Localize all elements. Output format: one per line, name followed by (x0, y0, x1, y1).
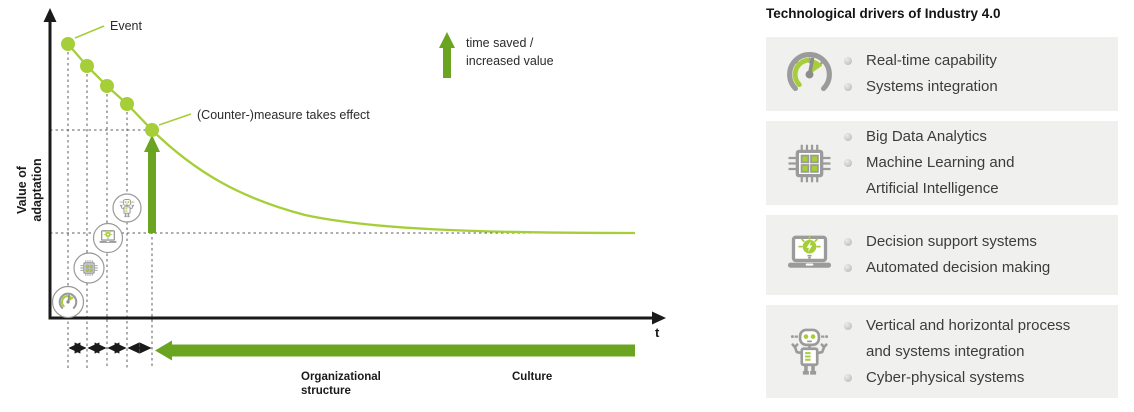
driver-item: Systems integration (844, 74, 998, 100)
legend-label-line2: increased value (466, 54, 554, 68)
driver-item-label: Systems integration (866, 78, 998, 95)
driver-row-integration: Vertical and horizontal process and syst… (766, 305, 1118, 398)
y-axis-arrowhead (43, 8, 57, 22)
timeline-arrow (155, 340, 635, 361)
driver-item: Automated decision making (844, 255, 1050, 281)
measure-label: (Counter-)measure takes effect (197, 108, 370, 122)
driver-item: Vertical and horizontal process and syst… (844, 313, 1070, 365)
laptop-icon (98, 229, 118, 244)
x-axis-arrowhead (652, 311, 666, 325)
legend-arrow-icon (439, 32, 455, 78)
event-dot (80, 59, 94, 73)
driver-item: Real-time capability (844, 48, 998, 74)
driver-row-bigdata: Big Data Analytics Machine Learning and … (766, 121, 1118, 205)
x-axis-label: t (655, 325, 660, 340)
bullet-icon (844, 264, 852, 272)
dashed-guides (50, 52, 635, 368)
y-axis (43, 8, 57, 318)
driver-item-label: Decision support systems (866, 233, 1037, 250)
driver-item-label: Real-time capability (866, 52, 997, 69)
bullet-icon (844, 133, 852, 141)
robot-icon (774, 325, 844, 378)
driver-item-label: Big Data Analytics (866, 128, 987, 145)
culture-label: Culture (512, 371, 552, 383)
panel-title: Technological drivers of Industry 4.0 (766, 6, 1001, 21)
driver-item-label: Vertical and horizontal process and syst… (866, 316, 1071, 360)
driver-row-decision: Decision support systems Automated decis… (766, 215, 1118, 295)
driver-item: Cyber-physical systems (844, 365, 1070, 391)
x-axis (48, 311, 666, 325)
bullet-icon (844, 321, 852, 330)
event-dots (61, 37, 159, 137)
drivers-panel: Technological drivers of Industry 4.0 Re… (766, 6, 1118, 408)
driver-item-label: Cyber-physical systems (866, 368, 1025, 386)
driver-item-label: Automated decision making (866, 259, 1051, 276)
y-axis-label-line1: Value of (15, 165, 29, 214)
y-axis-label-line2: adaptation (30, 158, 44, 221)
org-structure-label-line2: structure (301, 385, 351, 397)
driver-item: Decision support systems (844, 229, 1050, 255)
bullet-icon (844, 83, 852, 91)
bullet-icon (844, 238, 852, 246)
bullet-icon (844, 373, 852, 382)
driver-item: Big Data Analytics (844, 124, 1014, 150)
legend-label-line1: time saved / (466, 36, 534, 50)
event-dot (100, 79, 114, 93)
event-dot (120, 97, 134, 111)
driver-row-realtime: Real-time capability Systems integration (766, 37, 1118, 111)
chip-icon (774, 137, 844, 190)
org-structure-label-line1: Organizational (301, 371, 381, 383)
gauge-icon (774, 48, 844, 101)
event-dot (145, 123, 159, 137)
bullet-icon (844, 57, 852, 65)
measure-arrow (144, 135, 160, 233)
adaptation-curve-diagram: Event (Counter-)measure takes effect tim… (15, 8, 666, 397)
measure-callout-line (158, 113, 192, 126)
driver-icon-markers (51, 193, 142, 319)
laptop-icon (774, 229, 844, 282)
event-dot (61, 37, 75, 51)
adaptation-curve (67, 43, 636, 235)
driver-item: Machine Learning and Artificial Intellig… (844, 150, 1014, 202)
bullet-icon (844, 159, 852, 167)
event-callout-line (74, 25, 105, 39)
driver-item-label: Machine Learning and Artificial Intellig… (866, 154, 1015, 197)
event-label: Event (110, 19, 142, 33)
